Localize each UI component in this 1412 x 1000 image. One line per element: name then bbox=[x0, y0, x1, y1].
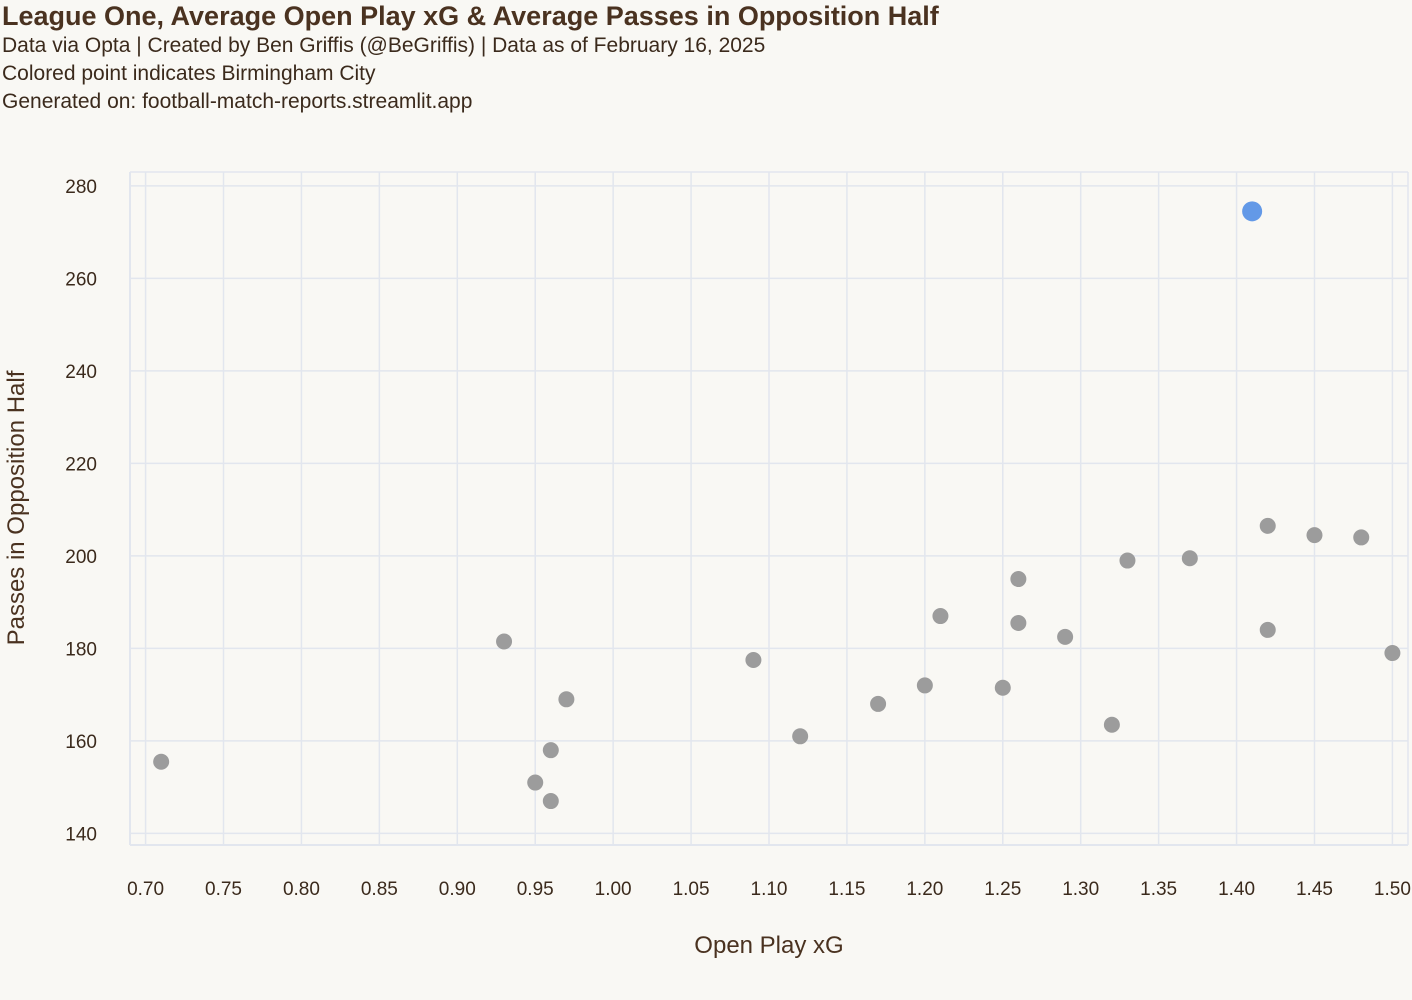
data-point bbox=[1181, 550, 1198, 567]
data-point bbox=[1353, 529, 1370, 546]
data-point bbox=[745, 651, 762, 668]
data-point bbox=[1010, 571, 1027, 588]
data-point bbox=[870, 695, 887, 712]
data-point bbox=[1119, 552, 1136, 569]
y-tick-label: 140 bbox=[65, 824, 97, 845]
x-tick-label: 0.70 bbox=[127, 879, 164, 900]
data-points bbox=[153, 201, 1401, 810]
x-tick-label: 1.40 bbox=[1218, 879, 1255, 900]
data-point bbox=[1259, 517, 1276, 534]
data-point bbox=[916, 677, 933, 694]
data-point bbox=[542, 742, 559, 759]
data-point bbox=[496, 633, 513, 650]
x-tick-label: 0.95 bbox=[517, 879, 554, 900]
y-tick-label: 260 bbox=[65, 269, 97, 290]
x-tick-label: 1.30 bbox=[1062, 879, 1099, 900]
data-point bbox=[1259, 621, 1276, 638]
data-point bbox=[527, 774, 544, 791]
x-tick-label: 1.25 bbox=[984, 879, 1021, 900]
x-tick-label: 1.20 bbox=[906, 879, 943, 900]
data-point bbox=[1057, 628, 1074, 645]
chart-subtitle-source: Data via Opta | Created by Ben Griffis (… bbox=[2, 34, 766, 57]
y-tick-label: 200 bbox=[65, 547, 97, 568]
axis-ticks: 0.70 0.75 0.80 0.85 0.90 0.95 1.00 1.05 1.10 1.15… bbox=[65, 177, 1411, 900]
y-tick-label: 160 bbox=[65, 732, 97, 753]
data-point bbox=[1103, 716, 1120, 733]
data-point bbox=[542, 793, 559, 810]
grid-lines bbox=[129, 171, 1409, 846]
x-axis-label: Open Play xG bbox=[694, 932, 843, 959]
chart-subtitle-highlight-note: Colored point indicates Birmingham City bbox=[2, 62, 376, 85]
y-tick-label: 180 bbox=[65, 639, 97, 660]
x-tick-label: 1.10 bbox=[751, 879, 788, 900]
x-tick-label: 1.15 bbox=[828, 879, 865, 900]
x-tick-label: 0.85 bbox=[361, 879, 398, 900]
data-point bbox=[792, 728, 809, 745]
chart-title: League One, Average Open Play xG & Avera… bbox=[2, 1, 939, 31]
y-tick-label: 240 bbox=[65, 362, 97, 383]
data-point bbox=[558, 691, 575, 708]
x-tick-label: 1.05 bbox=[673, 879, 710, 900]
x-tick-label: 1.35 bbox=[1140, 879, 1177, 900]
data-point bbox=[153, 753, 170, 770]
data-point bbox=[1010, 614, 1027, 631]
x-tick-label: 1.45 bbox=[1296, 879, 1333, 900]
data-point bbox=[1384, 645, 1401, 662]
y-tick-label: 280 bbox=[65, 177, 97, 198]
x-tick-label: 1.00 bbox=[595, 879, 632, 900]
chart-header: League One, Average Open Play xG & Avera… bbox=[2, 0, 1402, 116]
data-point bbox=[994, 679, 1011, 696]
x-tick-label: 0.75 bbox=[205, 879, 242, 900]
data-point bbox=[932, 608, 949, 625]
x-tick-label: 0.90 bbox=[439, 879, 476, 900]
y-axis-label: Passes in Opposition Half bbox=[3, 370, 30, 645]
y-tick-label: 220 bbox=[65, 454, 97, 475]
highlighted-data-point bbox=[1242, 201, 1263, 222]
chart-subtitle-generated: Generated on: football-match-reports.str… bbox=[2, 90, 473, 113]
x-tick-label: 1.50 bbox=[1374, 879, 1411, 900]
data-point bbox=[1306, 527, 1323, 544]
x-tick-label: 0.80 bbox=[283, 879, 320, 900]
